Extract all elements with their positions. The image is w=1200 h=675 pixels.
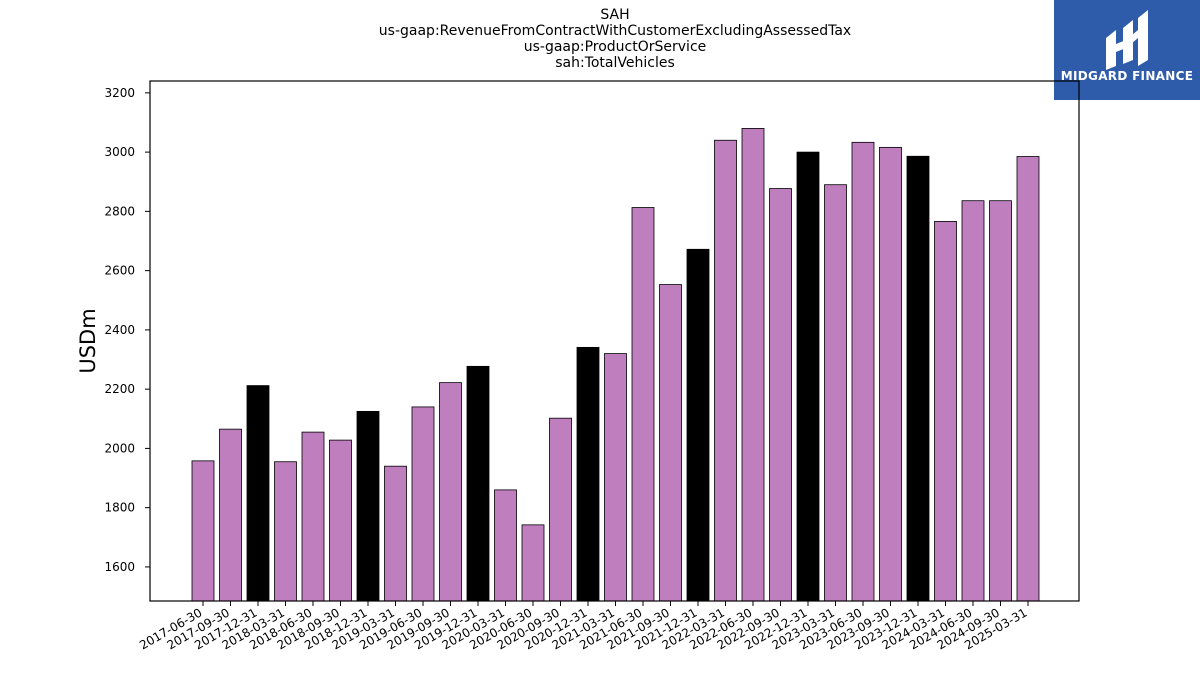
y-tick-label: 2800 [104,204,135,218]
y-tick-label: 2200 [104,382,135,396]
bar-2019-03-31 [384,465,407,602]
bar-2020-03-31 [494,489,517,602]
y-tick-label: 3000 [104,145,135,159]
bar-2020-06-30 [521,524,545,602]
title-line-3: us-gaap:ProductOrService [523,39,707,55]
y-tick-label: 3200 [104,86,135,100]
y-tick-label: 2000 [104,441,135,455]
y-tick-label: 2400 [104,323,135,337]
bar-2022-09-30 [769,188,792,602]
bar-2024-06-30 [961,200,985,602]
bar-2021-06-30 [631,207,655,602]
midgard-logo-icon [1106,10,1148,70]
title-line-2: us-gaap:RevenueFromContractWithCustomerE… [378,23,852,39]
bar-2021-12-31 [686,248,710,602]
bar-2017-06-30 [191,460,215,602]
bar-2023-03-31 [824,184,847,602]
y-tick-label: 1800 [104,501,135,515]
bar-2023-06-30 [851,141,875,602]
bar-2024-09-30 [989,200,1012,602]
bar-2022-03-31 [714,139,737,602]
y-tick-label: 1600 [104,560,135,574]
bar-2020-12-31 [576,346,600,602]
title-line-4: sah:TotalVehicles [555,55,675,71]
bar-2019-09-30 [439,382,462,602]
bar-2017-09-30 [219,428,242,602]
plot-frame [149,80,1080,602]
y-tick-label: 2600 [104,264,135,278]
bar-2022-12-31 [796,151,820,602]
title-line-1: SAH [600,7,630,23]
bar-2025-03-31 [1016,156,1040,602]
bar-2018-09-30 [329,439,352,602]
bar-2017-12-31 [246,385,270,602]
bar-2021-09-30 [659,284,682,602]
bar-2023-09-30 [879,146,902,602]
bar-2018-06-30 [301,431,325,602]
bar-2022-06-30 [741,128,765,602]
midgard-logo: MIDGARD FINANCE [1054,0,1200,100]
logo-text: MIDGARD FINANCE [1060,69,1194,83]
bar-2019-12-31 [466,365,490,602]
y-axis-label: USDm [76,308,100,373]
bar-2019-06-30 [411,406,435,602]
bar-2021-03-31 [604,353,627,602]
bar-2024-03-31 [934,221,957,602]
bar-2023-12-31 [906,155,930,602]
bar-2020-09-30 [549,417,572,602]
bar-2018-12-31 [356,410,380,602]
bar-2018-03-31 [274,461,297,602]
